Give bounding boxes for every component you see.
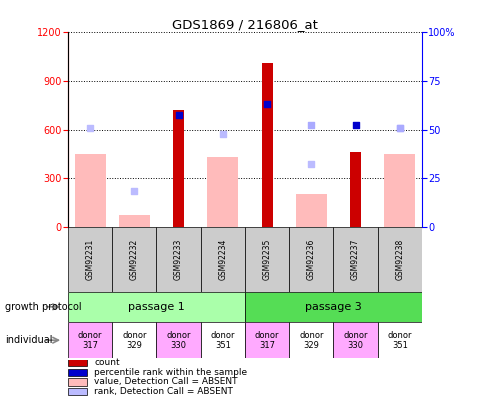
Text: percentile rank within the sample: percentile rank within the sample	[94, 368, 247, 377]
Point	[130, 188, 138, 194]
Point	[351, 122, 359, 128]
Text: GSM92233: GSM92233	[174, 239, 182, 280]
Bar	[200, 227, 244, 292]
Text: growth protocol: growth protocol	[5, 302, 81, 312]
Bar	[244, 292, 421, 322]
Text: GSM92237: GSM92237	[350, 239, 359, 280]
Title: GDS1869 / 216806_at: GDS1869 / 216806_at	[172, 18, 317, 31]
Bar	[377, 227, 421, 292]
Bar	[288, 322, 333, 358]
Text: rank, Detection Call = ABSENT: rank, Detection Call = ABSENT	[94, 387, 233, 396]
Point	[218, 131, 226, 138]
Bar	[173, 110, 184, 227]
Text: donor
351: donor 351	[387, 330, 411, 350]
Point	[174, 112, 182, 118]
Text: value, Detection Call = ABSENT: value, Detection Call = ABSENT	[94, 377, 238, 386]
Text: donor
317: donor 317	[77, 330, 102, 350]
Text: GSM92234: GSM92234	[218, 239, 227, 280]
Text: GSM92236: GSM92236	[306, 239, 315, 280]
Bar	[68, 388, 87, 395]
Bar	[112, 227, 156, 292]
Bar	[288, 227, 333, 292]
Text: GSM92235: GSM92235	[262, 239, 271, 280]
Text: GSM92238: GSM92238	[394, 239, 404, 280]
Bar	[207, 157, 238, 227]
Text: donor
329: donor 329	[122, 330, 146, 350]
Bar	[295, 194, 326, 227]
Bar	[119, 215, 150, 227]
Text: GSM92231: GSM92231	[85, 239, 94, 280]
Text: passage 3: passage 3	[304, 302, 361, 312]
Bar	[68, 292, 244, 322]
Bar	[156, 322, 200, 358]
Bar	[75, 154, 106, 227]
Bar	[349, 152, 361, 227]
Text: donor
351: donor 351	[210, 330, 235, 350]
Bar	[68, 227, 112, 292]
Text: individual: individual	[5, 335, 52, 345]
Text: count: count	[94, 358, 120, 367]
Text: donor
317: donor 317	[254, 330, 279, 350]
Text: donor
329: donor 329	[299, 330, 323, 350]
Bar	[156, 227, 200, 292]
Point	[395, 125, 403, 131]
Bar	[333, 322, 377, 358]
Point	[307, 160, 315, 167]
Bar	[244, 322, 288, 358]
Bar	[383, 154, 414, 227]
Bar	[68, 359, 87, 366]
Text: passage 1: passage 1	[128, 302, 184, 312]
Bar	[261, 63, 272, 227]
Text: donor
330: donor 330	[166, 330, 190, 350]
Bar	[68, 322, 112, 358]
Point	[307, 122, 315, 128]
Bar	[68, 378, 87, 386]
Text: donor
330: donor 330	[343, 330, 367, 350]
Point	[263, 100, 271, 107]
Bar	[377, 322, 421, 358]
Bar	[68, 369, 87, 376]
Point	[86, 125, 94, 131]
Text: GSM92232: GSM92232	[130, 239, 138, 280]
Bar	[244, 227, 288, 292]
Bar	[112, 322, 156, 358]
Bar	[333, 227, 377, 292]
Bar	[200, 322, 244, 358]
Point	[395, 125, 403, 131]
